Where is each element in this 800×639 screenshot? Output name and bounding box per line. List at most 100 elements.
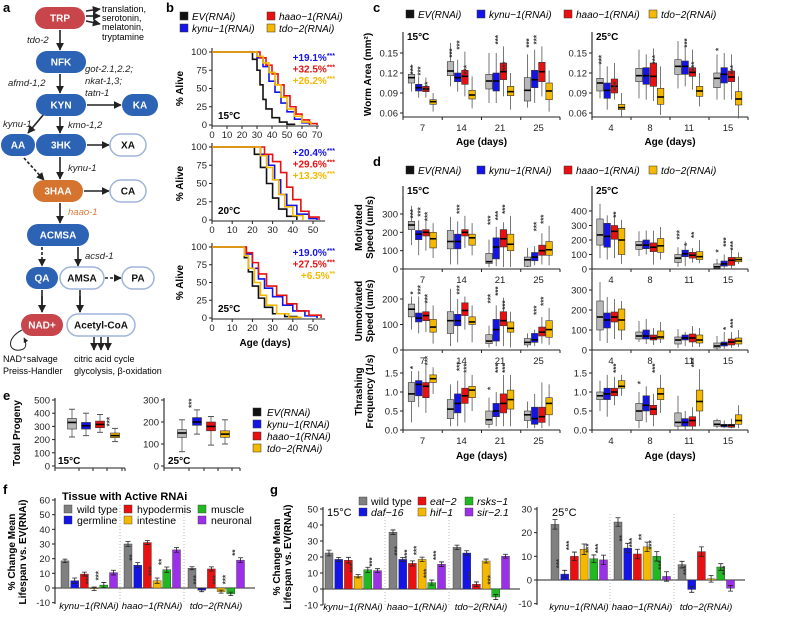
box-0 — [523, 333, 532, 348]
boxplot-e-12: 0 100 200 300 *** 25°C — [143, 396, 241, 473]
temperature-label: 15°C — [218, 111, 240, 122]
temperature-label: 25°C — [552, 507, 577, 519]
pathway-footnote: Preiss-Handler — [3, 366, 63, 376]
x-tick-label: 40 — [288, 225, 299, 236]
node-shape — [121, 266, 155, 290]
lifespan-change-annotation: +6.5%** — [301, 271, 335, 282]
bar-5: *** — [594, 543, 608, 581]
error-bar — [228, 591, 234, 597]
y-tick-label: 30 — [521, 505, 532, 516]
x-tick-label: 50 — [282, 130, 293, 141]
box-2: * — [722, 326, 735, 348]
legend-label: hypodermis — [137, 504, 191, 516]
box-3: *** — [424, 293, 437, 344]
y-tick-label: 10 — [307, 569, 318, 580]
node-acetylcoa: Acetyl-CoA — [66, 313, 136, 337]
x-tick-label: 40 — [288, 323, 299, 334]
bar-3: *** — [148, 566, 162, 589]
node-shape — [21, 314, 63, 336]
x-axis-label: Age (days) — [456, 451, 507, 462]
error-bar — [144, 540, 150, 545]
percent-change: +6.5% — [301, 271, 330, 282]
x-tick-label: 30 — [267, 225, 278, 236]
box-2 — [538, 382, 546, 429]
error-bar — [644, 541, 650, 552]
legend-item: kynu−1(RNAi) — [252, 419, 330, 431]
error-bar — [581, 543, 587, 555]
box-0 — [485, 325, 493, 348]
box-3: *** — [729, 64, 743, 119]
y-tick-label: 25 — [196, 295, 207, 306]
bar-1 — [70, 577, 79, 589]
box-iqr — [618, 380, 626, 389]
significance-mark: *** — [188, 398, 197, 408]
node-shape — [66, 313, 136, 337]
error-bar — [62, 558, 68, 564]
significance-mark: *** — [501, 300, 510, 310]
x-tick-label: 11 — [684, 436, 694, 447]
bar — [133, 565, 142, 589]
y-axis-label: % Alive — [175, 165, 186, 201]
legend-item: sir−2.1 — [464, 507, 509, 519]
y-tick-label: 200 — [382, 295, 398, 306]
x-tick-label: 7 — [420, 356, 425, 367]
x-tick-label: 14 — [456, 436, 467, 447]
y-tick-label: 0 — [313, 585, 318, 596]
significance-mark: *** — [413, 545, 422, 555]
x-tick-label: 10 — [222, 130, 233, 141]
significance-mark: *** — [455, 284, 464, 294]
box-2 — [95, 414, 105, 433]
significance-mark: *** — [424, 293, 433, 303]
bar — [398, 559, 407, 590]
box-0 — [446, 216, 455, 265]
significance-mark: *** — [486, 574, 495, 584]
y-tick-label: 0.5 — [574, 407, 587, 418]
bar-0 — [187, 566, 197, 589]
significance-mark: *** — [729, 64, 738, 74]
box-iqr — [618, 228, 626, 255]
box-iqr — [538, 406, 546, 423]
node-label: NFK — [51, 58, 72, 69]
bar-5 — [172, 547, 181, 589]
error-bar — [101, 582, 107, 589]
legend-item: haao−1(RNAi) — [563, 165, 640, 177]
significance-mark: *** — [532, 34, 541, 44]
box-3: *** — [424, 211, 437, 258]
enzyme-label: got-2.1,2.2; — [85, 64, 133, 75]
x-tick-label: 20 — [237, 130, 248, 141]
node-nfk: NFK — [36, 51, 86, 73]
y-axis-label: % Alive — [175, 264, 186, 300]
node-label: QA — [35, 274, 50, 285]
significance-mark: *** — [612, 81, 621, 91]
legend-item: kynu−1(RNAi) — [179, 23, 255, 35]
box-1: * — [715, 249, 728, 269]
bar-4: *** — [94, 570, 109, 589]
bar — [613, 521, 623, 581]
legend-label: sir−2.1 — [477, 507, 509, 519]
enzyme-label: haao-1 — [68, 207, 98, 218]
box-iqr — [492, 403, 500, 417]
y-tick-label: 50 — [39, 510, 50, 521]
trp-product-label: tryptamine — [102, 32, 144, 42]
error-bar — [390, 529, 396, 535]
node-ka: KA — [122, 94, 158, 116]
group-label: tdo−2(RNAi) — [680, 602, 733, 613]
box-0 — [596, 57, 604, 99]
y-tick-label: 0 — [45, 584, 50, 595]
x-tick-label: 14 — [456, 275, 467, 286]
legend-label: intestine — [137, 515, 176, 527]
bar-3 — [706, 575, 716, 583]
error-bar — [552, 519, 558, 530]
temperature-label: 15°C — [407, 32, 429, 43]
significance-mark: *** — [422, 568, 431, 578]
node-label: PA — [131, 274, 144, 285]
y-tick-label: 75 — [196, 65, 207, 76]
y-tick-label: -10 — [518, 599, 532, 610]
legend-swatch — [358, 496, 368, 506]
box-iqr — [523, 256, 532, 267]
legend-swatch — [464, 507, 474, 517]
significance-mark: *** — [424, 81, 433, 91]
significance-mark: * — [487, 386, 496, 390]
pathway-footnote: glycolysis, β-oxidation — [74, 366, 162, 376]
bar-5: *** — [368, 556, 382, 590]
